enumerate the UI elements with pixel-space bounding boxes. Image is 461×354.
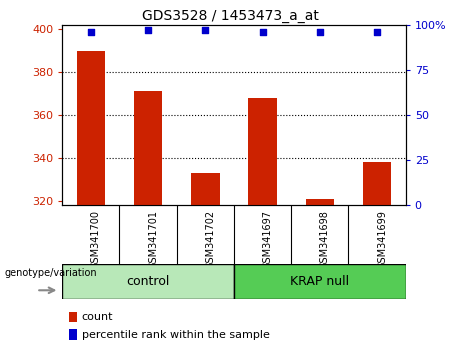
Text: genotype/variation: genotype/variation [5, 268, 97, 278]
Point [201, 27, 209, 33]
Text: GSM341700: GSM341700 [91, 210, 101, 269]
Text: KRAP null: KRAP null [290, 275, 349, 288]
Bar [248, 98, 277, 205]
Text: percentile rank within the sample: percentile rank within the sample [82, 330, 270, 339]
Bar [306, 199, 334, 205]
Bar [234, 264, 406, 299]
Text: GSM341698: GSM341698 [320, 210, 330, 269]
Text: GDS3528 / 1453473_a_at: GDS3528 / 1453473_a_at [142, 9, 319, 23]
Text: GSM341699: GSM341699 [377, 210, 387, 269]
Point [87, 29, 95, 35]
Text: GSM341702: GSM341702 [205, 210, 215, 269]
Bar [134, 91, 162, 205]
Point [316, 29, 324, 35]
Point [373, 29, 381, 35]
Bar [191, 173, 219, 205]
Text: count: count [82, 312, 113, 322]
Text: control: control [126, 275, 170, 288]
Bar [62, 264, 234, 299]
Bar [77, 51, 105, 205]
Point [259, 29, 266, 35]
Point [144, 27, 152, 33]
Text: GSM341697: GSM341697 [263, 210, 272, 269]
Text: GSM341701: GSM341701 [148, 210, 158, 269]
Bar [363, 162, 391, 205]
